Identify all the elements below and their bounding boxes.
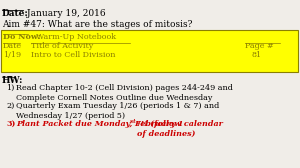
Text: Warm-Up Notebook: Warm-Up Notebook	[31, 33, 116, 41]
Text: January 19, 2016: January 19, 2016	[24, 9, 106, 18]
Text: 1/19: 1/19	[3, 51, 21, 59]
Text: Title of Activity: Title of Activity	[31, 42, 93, 50]
Text: Do Now:: Do Now:	[3, 33, 41, 41]
Text: Plant Packet due Monday, February 1: Plant Packet due Monday, February 1	[16, 120, 184, 128]
Text: Date: Date	[3, 42, 22, 50]
Text: Date:: Date:	[2, 9, 29, 18]
Text: Intro to Cell Division: Intro to Cell Division	[31, 51, 116, 59]
Text: 3): 3)	[6, 120, 15, 128]
Text: 81: 81	[252, 51, 262, 59]
Text: 1): 1)	[6, 84, 14, 92]
Text: 2): 2)	[6, 102, 14, 110]
Text: Page #: Page #	[245, 42, 274, 50]
Text: Read Chapter 10-2 (Cell Division) pages 244-249 and
Complete Cornell Notes Outli: Read Chapter 10-2 (Cell Division) pages …	[16, 84, 233, 102]
Text: Quarterly Exam Tuesday 1/26 (periods 1 & 7) and
Wednesday 1/27 (period 5): Quarterly Exam Tuesday 1/26 (periods 1 &…	[16, 102, 219, 120]
Text: st: st	[130, 119, 136, 124]
FancyBboxPatch shape	[1, 30, 298, 72]
Text: Aim #47: What are the stages of mitosis?: Aim #47: What are the stages of mitosis?	[2, 20, 192, 29]
Text: HW:: HW:	[2, 76, 23, 85]
Text: !!! (follow calendar
of deadlines): !!! (follow calendar of deadlines)	[137, 120, 223, 138]
